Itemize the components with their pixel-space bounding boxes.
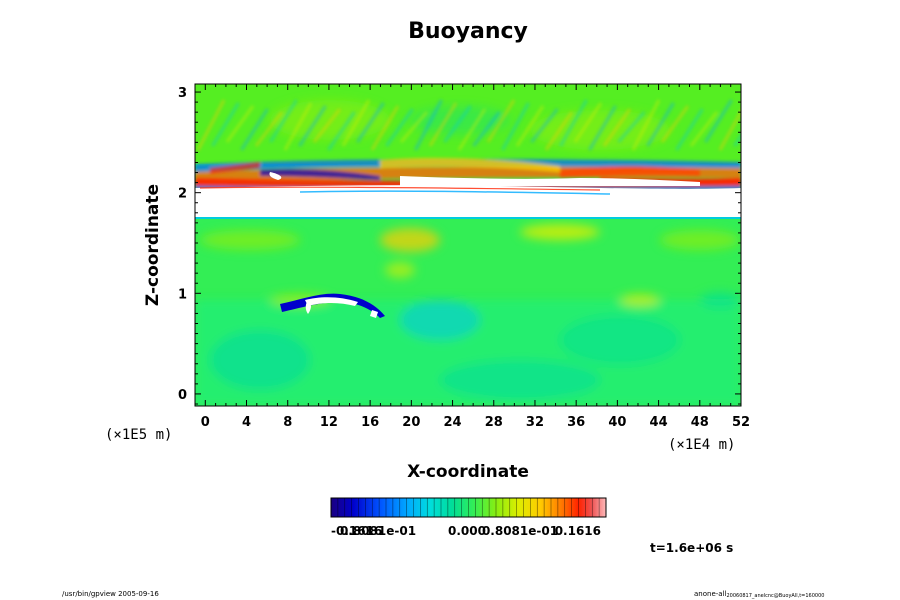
x-tick-label: 4 [242,415,251,430]
x-tick-label: 0 [201,415,210,430]
x-tick-label: 44 [650,415,668,430]
wave-streak [385,108,414,147]
x-tick-label: 48 [691,415,709,430]
x-tick-label: 12 [320,415,338,430]
time-label: t=1.6e+06 s [650,541,733,555]
wave-streak [646,102,675,147]
wave-streak [617,111,646,143]
x-tick-label: 16 [361,415,379,430]
wave-streak [675,108,704,151]
wave-streak [225,105,255,143]
wave-streak [341,99,371,147]
footer-right-main: anone-all [694,590,727,598]
wave-streak [240,108,269,151]
wave-streak [544,111,574,151]
y-tick-label: 0 [178,388,187,403]
wave-streak [515,105,545,147]
wave-streak [443,105,472,143]
colorbar-divisions [337,498,600,517]
wave-streak [196,99,226,151]
y-axis-label: Z-coordinate [143,184,163,306]
x-tick-label: 52 [732,415,750,430]
wave-streak [530,108,559,143]
negative-arc [280,293,385,318]
x-tick-label: 36 [567,415,585,430]
wave-streak [356,102,385,143]
wave-streak [704,99,733,143]
wave-streak [312,108,342,143]
x-tick-label: 28 [485,415,503,430]
wave-streak [602,108,632,147]
wave-streak [269,99,298,143]
x-tick-label: 32 [526,415,544,430]
x-tick-label: 40 [608,415,626,430]
plot-frame [194,83,742,407]
colorbar-tick-label: 0.8081e-01 [482,524,558,538]
wave-streak [428,102,458,147]
wave-streak [254,111,284,147]
wave-streak [631,99,661,151]
wave-streak [283,102,313,151]
wave-streak [327,111,356,151]
wave-streak [501,102,530,151]
y-unit-label: (×1E5 m) [105,427,172,443]
y-tick-label: 2 [178,187,187,202]
colorbar-tick-label: 0.8081e-01 [340,524,416,538]
footer-left: /usr/bin/gpview 2005-09-16 [62,590,159,598]
x-tick-label: 8 [283,415,292,430]
wave-streak [559,99,588,147]
y-tick-label: 3 [178,86,187,101]
heatmap-field [195,84,741,406]
x-tick-labels: 0 4 8 12 16 20 24 28 32 36 40 44 48 52 [201,415,750,430]
chart-title: Buoyancy [408,19,528,44]
wave-streak [414,99,443,151]
wave-streak [298,105,327,147]
x-tick-label: 20 [402,415,420,430]
x-tick-label: 24 [444,415,462,430]
wave-streak [718,108,741,151]
x-axis-label: X-coordinate [407,462,529,482]
wave-streak [399,111,429,143]
wave-streak [472,111,501,147]
wave-streak [573,102,603,143]
y-tick-labels: 0 1 2 3 [178,86,187,403]
wave-streak [689,111,719,147]
wave-streaks [196,99,741,151]
tick-marks [194,84,742,406]
footer-right: anone-all20060817_anelcnc@BuoyAll,t=1600… [694,590,824,599]
wave-streak [370,105,400,151]
wave-streak [588,105,617,151]
wave-streak [486,99,516,143]
y-tick-label: 1 [178,287,187,302]
colorbar-tick-label: 0.000 [448,524,486,538]
wave-streak [660,105,690,143]
colorbar-tick-label: 0.1616 [555,524,601,538]
wave-streak [733,133,741,147]
x-unit-label: (×1E4 m) [668,437,735,453]
footer-right-sub: 20060817_anelcnc@BuoyAll,t=160000 [726,593,824,599]
wave-streak [457,108,487,151]
wave-streak [211,102,240,147]
colorbar-tick-label: -0.1616 [331,524,382,538]
